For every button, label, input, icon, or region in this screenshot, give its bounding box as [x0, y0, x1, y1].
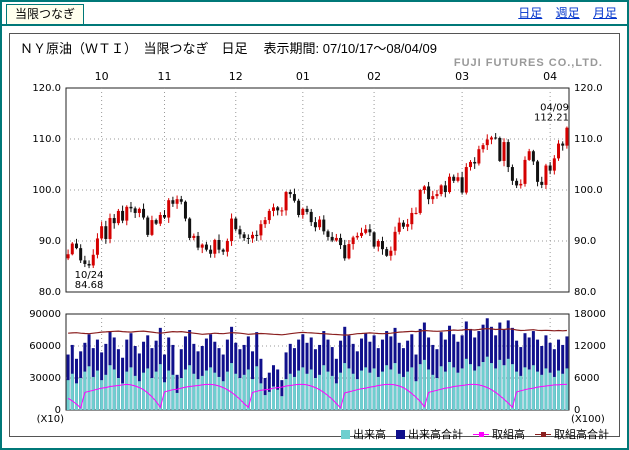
company-name: FUJI FUTURES CO.,LTD.	[453, 57, 603, 69]
chart-interval-nav: 日足 週足 月足	[508, 4, 617, 24]
svg-text:80.0: 80.0	[574, 287, 596, 298]
svg-text:6000: 6000	[574, 373, 599, 384]
svg-text:80.0: 80.0	[39, 287, 61, 298]
svg-text:(X10): (X10)	[37, 414, 64, 425]
svg-text:03: 03	[455, 70, 469, 83]
svg-text:120.0: 120.0	[32, 83, 61, 94]
nav-link-daily[interactable]: 日足	[518, 6, 543, 20]
chart-title-row: ＮＹ原油（ＷＴＩ） 当限つなぎ 日足 表示期間: 07/10/17～08/04/0…	[10, 34, 619, 57]
svg-text:90.0: 90.0	[574, 236, 596, 247]
svg-text:0: 0	[55, 405, 61, 416]
svg-text:02: 02	[367, 70, 381, 83]
svg-text:(X100): (X100)	[571, 414, 605, 425]
svg-text:30000: 30000	[29, 373, 61, 384]
topbar: 当限つなぎ 日足 週足 月足	[2, 2, 627, 26]
svg-text:10: 10	[95, 70, 109, 83]
chart-panel: ＮＹ原油（ＷＴＩ） 当限つなぎ 日足 表示期間: 07/10/17～08/04/0…	[9, 33, 620, 441]
legend-item-volume: 出来高	[341, 426, 386, 442]
volume-swatch-icon	[341, 429, 350, 439]
chart-title: ＮＹ原油（ＷＴＩ） 当限つなぎ 日足	[20, 41, 248, 56]
svg-text:12: 12	[229, 70, 243, 83]
axis-labels: 120.0 120.0 110.0 110.0 100.0 100.0 90.0 90.0 80…	[29, 83, 606, 425]
legend-item-open-interest-total: 取組高合計	[535, 426, 609, 442]
svg-text:90.0: 90.0	[39, 236, 61, 247]
legend-label: 出来高	[353, 429, 386, 441]
svg-text:18000: 18000	[574, 309, 606, 320]
svg-text:0: 0	[574, 405, 580, 416]
price-volume-chart: 120.0 120.0 110.0 110.0 100.0 100.0 90.0 90.0 80…	[29, 70, 606, 425]
svg-text:90000: 90000	[29, 309, 61, 320]
nav-link-monthly[interactable]: 月足	[592, 6, 617, 20]
svg-text:112.21: 112.21	[534, 113, 569, 124]
svg-text:04: 04	[543, 70, 557, 83]
volume-total-swatch-icon	[396, 429, 405, 439]
svg-text:84.68: 84.68	[75, 280, 104, 291]
open-interest-total-line-icon	[535, 430, 551, 439]
month-labels: 10 11 12 01 02 03 04	[95, 70, 558, 83]
legend-item-volume-total: 出来高合計	[396, 426, 463, 442]
svg-text:110.0: 110.0	[574, 134, 603, 145]
svg-text:120.0: 120.0	[574, 83, 603, 94]
svg-text:100.0: 100.0	[32, 185, 61, 196]
candlesticks	[66, 126, 569, 269]
panel-backgrounds	[65, 87, 570, 411]
legend-label: 出来高合計	[408, 429, 463, 441]
svg-text:100.0: 100.0	[574, 185, 603, 196]
svg-text:10/24: 10/24	[75, 270, 104, 281]
svg-text:01: 01	[296, 70, 310, 83]
nav-link-weekly[interactable]: 週足	[555, 6, 580, 20]
open-interest-line-icon	[473, 430, 489, 439]
legend-label: 取組高合計	[554, 429, 609, 441]
tab-current-contract-continuation[interactable]: 当限つなぎ	[6, 4, 85, 25]
open-interest-lines	[67, 328, 567, 409]
svg-text:04/09: 04/09	[540, 103, 569, 114]
chart-legend: 出来高 出来高合計 取組高 取組高合計	[10, 426, 619, 444]
svg-text:110.0: 110.0	[32, 134, 61, 145]
legend-label: 取組高	[492, 429, 525, 441]
svg-text:12000: 12000	[574, 341, 606, 352]
svg-text:60000: 60000	[29, 341, 61, 352]
volume-bars	[66, 318, 569, 410]
legend-item-open-interest: 取組高	[473, 426, 525, 442]
display-period: 表示期間: 07/10/17～08/04/09	[263, 41, 437, 56]
svg-text:11: 11	[158, 70, 172, 83]
